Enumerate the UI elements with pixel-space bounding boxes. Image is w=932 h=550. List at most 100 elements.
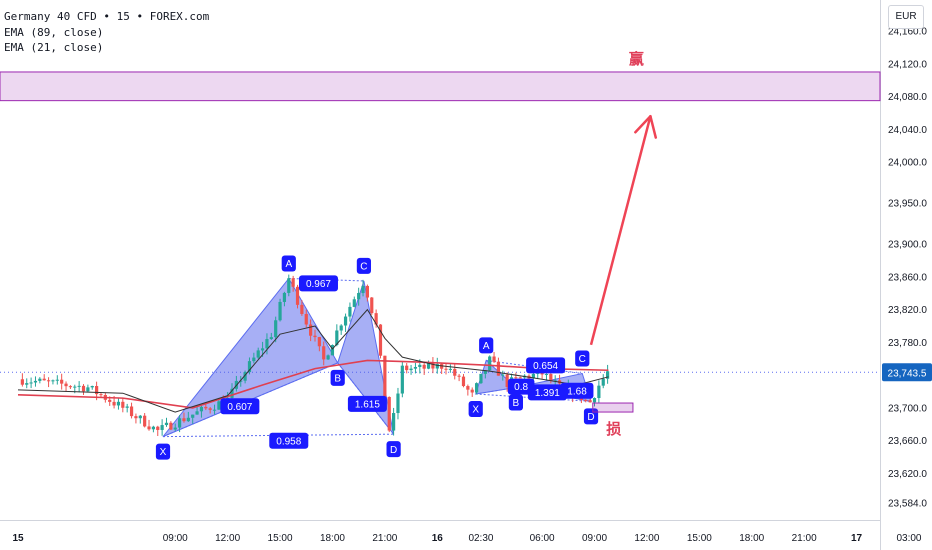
candle-body xyxy=(278,301,282,321)
candle-body xyxy=(121,401,125,408)
candle-body xyxy=(247,361,252,373)
time-tick-label: 18:00 xyxy=(739,533,764,544)
candle-body xyxy=(173,427,177,430)
candle-body xyxy=(588,400,592,403)
price-tick-label: 23,700.0 xyxy=(888,403,927,414)
candle-body xyxy=(265,339,269,349)
candle-body xyxy=(378,324,383,356)
pattern-point-label-bg xyxy=(386,441,401,458)
candle-body xyxy=(287,278,291,293)
candle-body xyxy=(409,368,413,371)
candle-body xyxy=(431,362,435,369)
candle-body xyxy=(243,372,247,381)
price-tick-label: 24,080.0 xyxy=(888,92,927,103)
pattern-ratio-label-bg xyxy=(298,275,338,292)
pattern-point-label: X xyxy=(472,405,479,416)
candle-body xyxy=(440,364,444,369)
candle-body xyxy=(418,364,422,367)
pattern-point-label: C xyxy=(579,354,586,365)
pattern-ratio-line xyxy=(162,433,394,438)
candle-body xyxy=(505,374,509,388)
candle-body xyxy=(492,356,496,362)
candle-body xyxy=(138,415,142,419)
stop-label: 损 xyxy=(606,420,621,438)
pattern-point-label: B xyxy=(334,373,341,384)
current-price-tag xyxy=(882,363,932,382)
time-tick-label: 21:00 xyxy=(372,533,397,544)
candle-body xyxy=(313,335,317,338)
pattern-point-label-bg xyxy=(281,255,296,272)
candle-body xyxy=(217,401,221,410)
candle-body xyxy=(260,348,265,351)
price-tick-label: 24,040.0 xyxy=(888,125,927,136)
pattern-point-label: A xyxy=(285,259,292,270)
time-tick-label: 02:30 xyxy=(468,533,493,544)
candle-body xyxy=(95,385,99,395)
candle-body xyxy=(309,324,313,336)
candle-body xyxy=(77,385,81,387)
time-tick-label: 16 xyxy=(432,533,444,544)
price-tick-label: 24,120.0 xyxy=(888,59,927,70)
candle-body xyxy=(584,399,588,401)
candle-body xyxy=(392,413,396,431)
candle-body xyxy=(405,365,409,371)
ema-89-label[interactable]: EMA (89, close) xyxy=(4,25,104,39)
stop-zone xyxy=(592,402,634,413)
ema-21-label[interactable]: EMA (21, close) xyxy=(4,41,104,54)
candle-body xyxy=(330,345,335,356)
price-tick-label: 23,860.0 xyxy=(888,272,927,283)
candle-body xyxy=(357,293,361,300)
pattern-ratio-label: 0.607 xyxy=(227,402,252,413)
candle-body xyxy=(457,375,461,377)
time-tick-label: 09:00 xyxy=(163,533,188,544)
candle-body xyxy=(518,377,522,379)
time-tick-label: 06:00 xyxy=(530,533,555,544)
price-tick-label: 24,000.0 xyxy=(888,158,927,169)
candle-body xyxy=(99,394,103,396)
candle-body xyxy=(531,373,535,379)
candle-body xyxy=(46,380,51,382)
pattern-ratio-label-bg xyxy=(526,357,566,374)
pattern-ratio-label: 1.615 xyxy=(355,399,380,410)
time-tick-label: 21:00 xyxy=(792,533,817,544)
target-arrow-head xyxy=(649,114,658,139)
candle-body xyxy=(370,297,374,314)
candle-body xyxy=(400,365,404,394)
time-tick-label: 15:00 xyxy=(687,533,712,544)
candle-body xyxy=(252,357,256,362)
candle-body xyxy=(169,422,173,430)
candle-body xyxy=(453,368,457,376)
chart-legend: Germany 40 CFD • 15 • FOREX.com EMA (89,… xyxy=(4,9,209,56)
candle-body xyxy=(29,382,33,384)
pattern-ratio-label-bg xyxy=(347,395,387,412)
candle-body xyxy=(304,313,308,325)
pattern-ratio-label-bg xyxy=(220,398,260,415)
symbol-title[interactable]: Germany 40 CFD • 15 • FOREX.com xyxy=(4,10,210,23)
candle-body xyxy=(549,374,553,381)
time-tick-label: 12:00 xyxy=(215,533,240,544)
pattern-point-label: C xyxy=(360,262,367,273)
candle-body xyxy=(597,385,601,399)
pattern-ratio-label: 1.391 xyxy=(535,388,560,399)
candle-body xyxy=(317,337,321,347)
pattern-point-label-bg xyxy=(155,443,171,460)
price-tick-label: 23,950.0 xyxy=(888,199,927,210)
candle-body xyxy=(60,379,64,384)
pattern-ratio-label-bg xyxy=(269,432,309,449)
candle-body xyxy=(239,380,243,382)
candle-body xyxy=(90,385,94,388)
pattern-point-label-bg xyxy=(508,394,523,411)
candle-body xyxy=(483,370,487,374)
candle-body xyxy=(230,388,234,398)
candle-body xyxy=(413,366,418,369)
candle-body xyxy=(199,406,204,412)
pattern-point-label-bg xyxy=(479,337,494,354)
candle-body xyxy=(479,373,483,384)
pattern-point-label: D xyxy=(587,412,594,423)
currency-button[interactable]: EUR xyxy=(888,5,924,29)
candle-body xyxy=(151,426,155,430)
candle-body xyxy=(461,376,466,387)
candle-body xyxy=(448,368,452,370)
candle-body xyxy=(474,383,479,393)
